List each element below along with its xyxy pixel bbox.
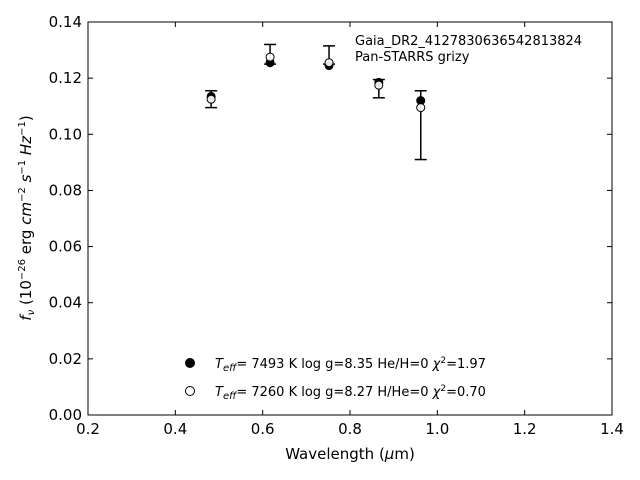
y-tick-label: 0.00 bbox=[49, 406, 82, 424]
y-tick-label: 0.02 bbox=[49, 350, 82, 368]
data-point-open bbox=[206, 94, 216, 104]
legend-marker-filled bbox=[185, 358, 195, 368]
annotation-survey: Pan-STARRS grizy bbox=[355, 50, 470, 65]
x-tick-label: 0.6 bbox=[251, 420, 275, 438]
legend-label-series-2: Teff= 7260 K log g=8.27 H/He=0 χ2=0.70 bbox=[215, 384, 486, 402]
plot-area bbox=[87, 21, 613, 416]
x-tick-label: 1.2 bbox=[513, 420, 537, 438]
annotation-star-name: Gaia_DR2_4127830636542813824 bbox=[355, 34, 582, 49]
x-tick-label: 0.2 bbox=[76, 420, 100, 438]
y-tick-label: 0.06 bbox=[49, 238, 82, 256]
x-tick-label: 1.4 bbox=[600, 420, 624, 438]
data-point-open bbox=[265, 52, 275, 62]
y-tick-label: 0.10 bbox=[49, 125, 82, 143]
legend-label-series-1: Teff= 7493 K log g=8.35 He/H=0 χ2=1.97 bbox=[215, 356, 486, 374]
x-tick-label: 0.4 bbox=[163, 420, 187, 438]
x-tick-label: 1.0 bbox=[425, 420, 449, 438]
data-point-open bbox=[416, 103, 426, 113]
y-tick-label: 0.14 bbox=[49, 13, 82, 31]
y-tick-label: 0.04 bbox=[49, 294, 82, 312]
x-tick-label: 0.8 bbox=[338, 420, 362, 438]
data-point-open bbox=[374, 80, 384, 90]
data-point-open bbox=[324, 58, 334, 68]
x-axis-label: Wavelength (μm) bbox=[285, 445, 415, 463]
y-tick-label: 0.12 bbox=[49, 69, 82, 87]
legend: Teff= 7493 K log g=8.35 He/H=0 χ2=1.97 T… bbox=[185, 356, 486, 402]
data-points bbox=[206, 52, 426, 113]
y-axis-label: fν (10−26 erg cm−2 s−1 Hz−1) bbox=[17, 115, 37, 320]
legend-marker-open bbox=[185, 386, 195, 396]
axis-ticks: 0.2 0.4 0.6 0.8 1.0 1.2 1.4 0.00 0.02 0.04 0.06 0.0… bbox=[49, 13, 624, 438]
y-tick-label: 0.08 bbox=[49, 181, 82, 199]
